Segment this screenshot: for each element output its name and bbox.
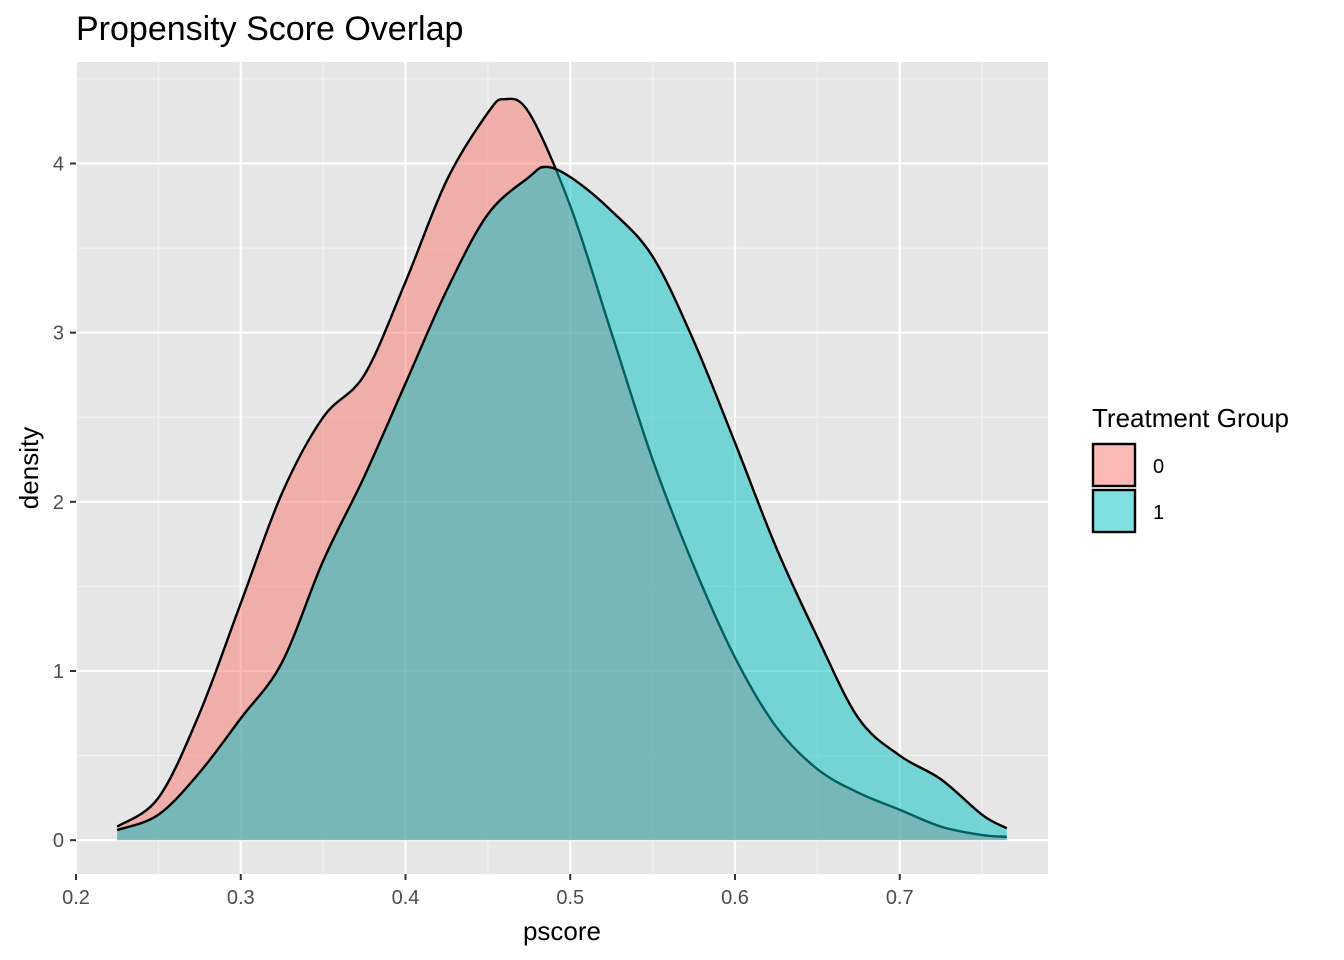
x-tick-label: 0.3 bbox=[227, 887, 255, 909]
y-axis-label: density bbox=[14, 427, 44, 509]
legend-key-0 bbox=[1091, 442, 1137, 488]
legend-key-1 bbox=[1091, 488, 1137, 534]
density-curve-group-1 bbox=[116, 165, 1008, 832]
y-tick-label: 4 bbox=[53, 154, 64, 176]
chart-title: Propensity Score Overlap bbox=[76, 10, 463, 48]
y-tick-label: 1 bbox=[53, 661, 64, 683]
y-tick-label: 2 bbox=[53, 492, 64, 514]
legend-label-0: 0 bbox=[1153, 456, 1164, 478]
x-tick-label: 0.6 bbox=[721, 887, 749, 909]
y-tick-label: 0 bbox=[53, 830, 64, 852]
y-tick-label: 3 bbox=[53, 323, 64, 345]
x-axis-label: pscore bbox=[523, 916, 601, 946]
x-tick-label: 0.5 bbox=[556, 887, 584, 909]
legend: Treatment Group 01 bbox=[1091, 403, 1289, 534]
legend-label-1: 1 bbox=[1153, 502, 1164, 524]
legend-title: Treatment Group bbox=[1092, 403, 1289, 433]
legend-items: 01 bbox=[1091, 442, 1164, 534]
x-tick-label: 0.2 bbox=[62, 887, 90, 909]
density-area-group-1 bbox=[117, 166, 1007, 841]
x-tick-label: 0.4 bbox=[392, 887, 420, 909]
axes: 0.2 0.3 0.4 0.5 0.6 0.7 0 1 2 3 4 bbox=[53, 154, 914, 910]
x-tick-label: 0.7 bbox=[886, 887, 914, 909]
density-series bbox=[116, 97, 1008, 841]
